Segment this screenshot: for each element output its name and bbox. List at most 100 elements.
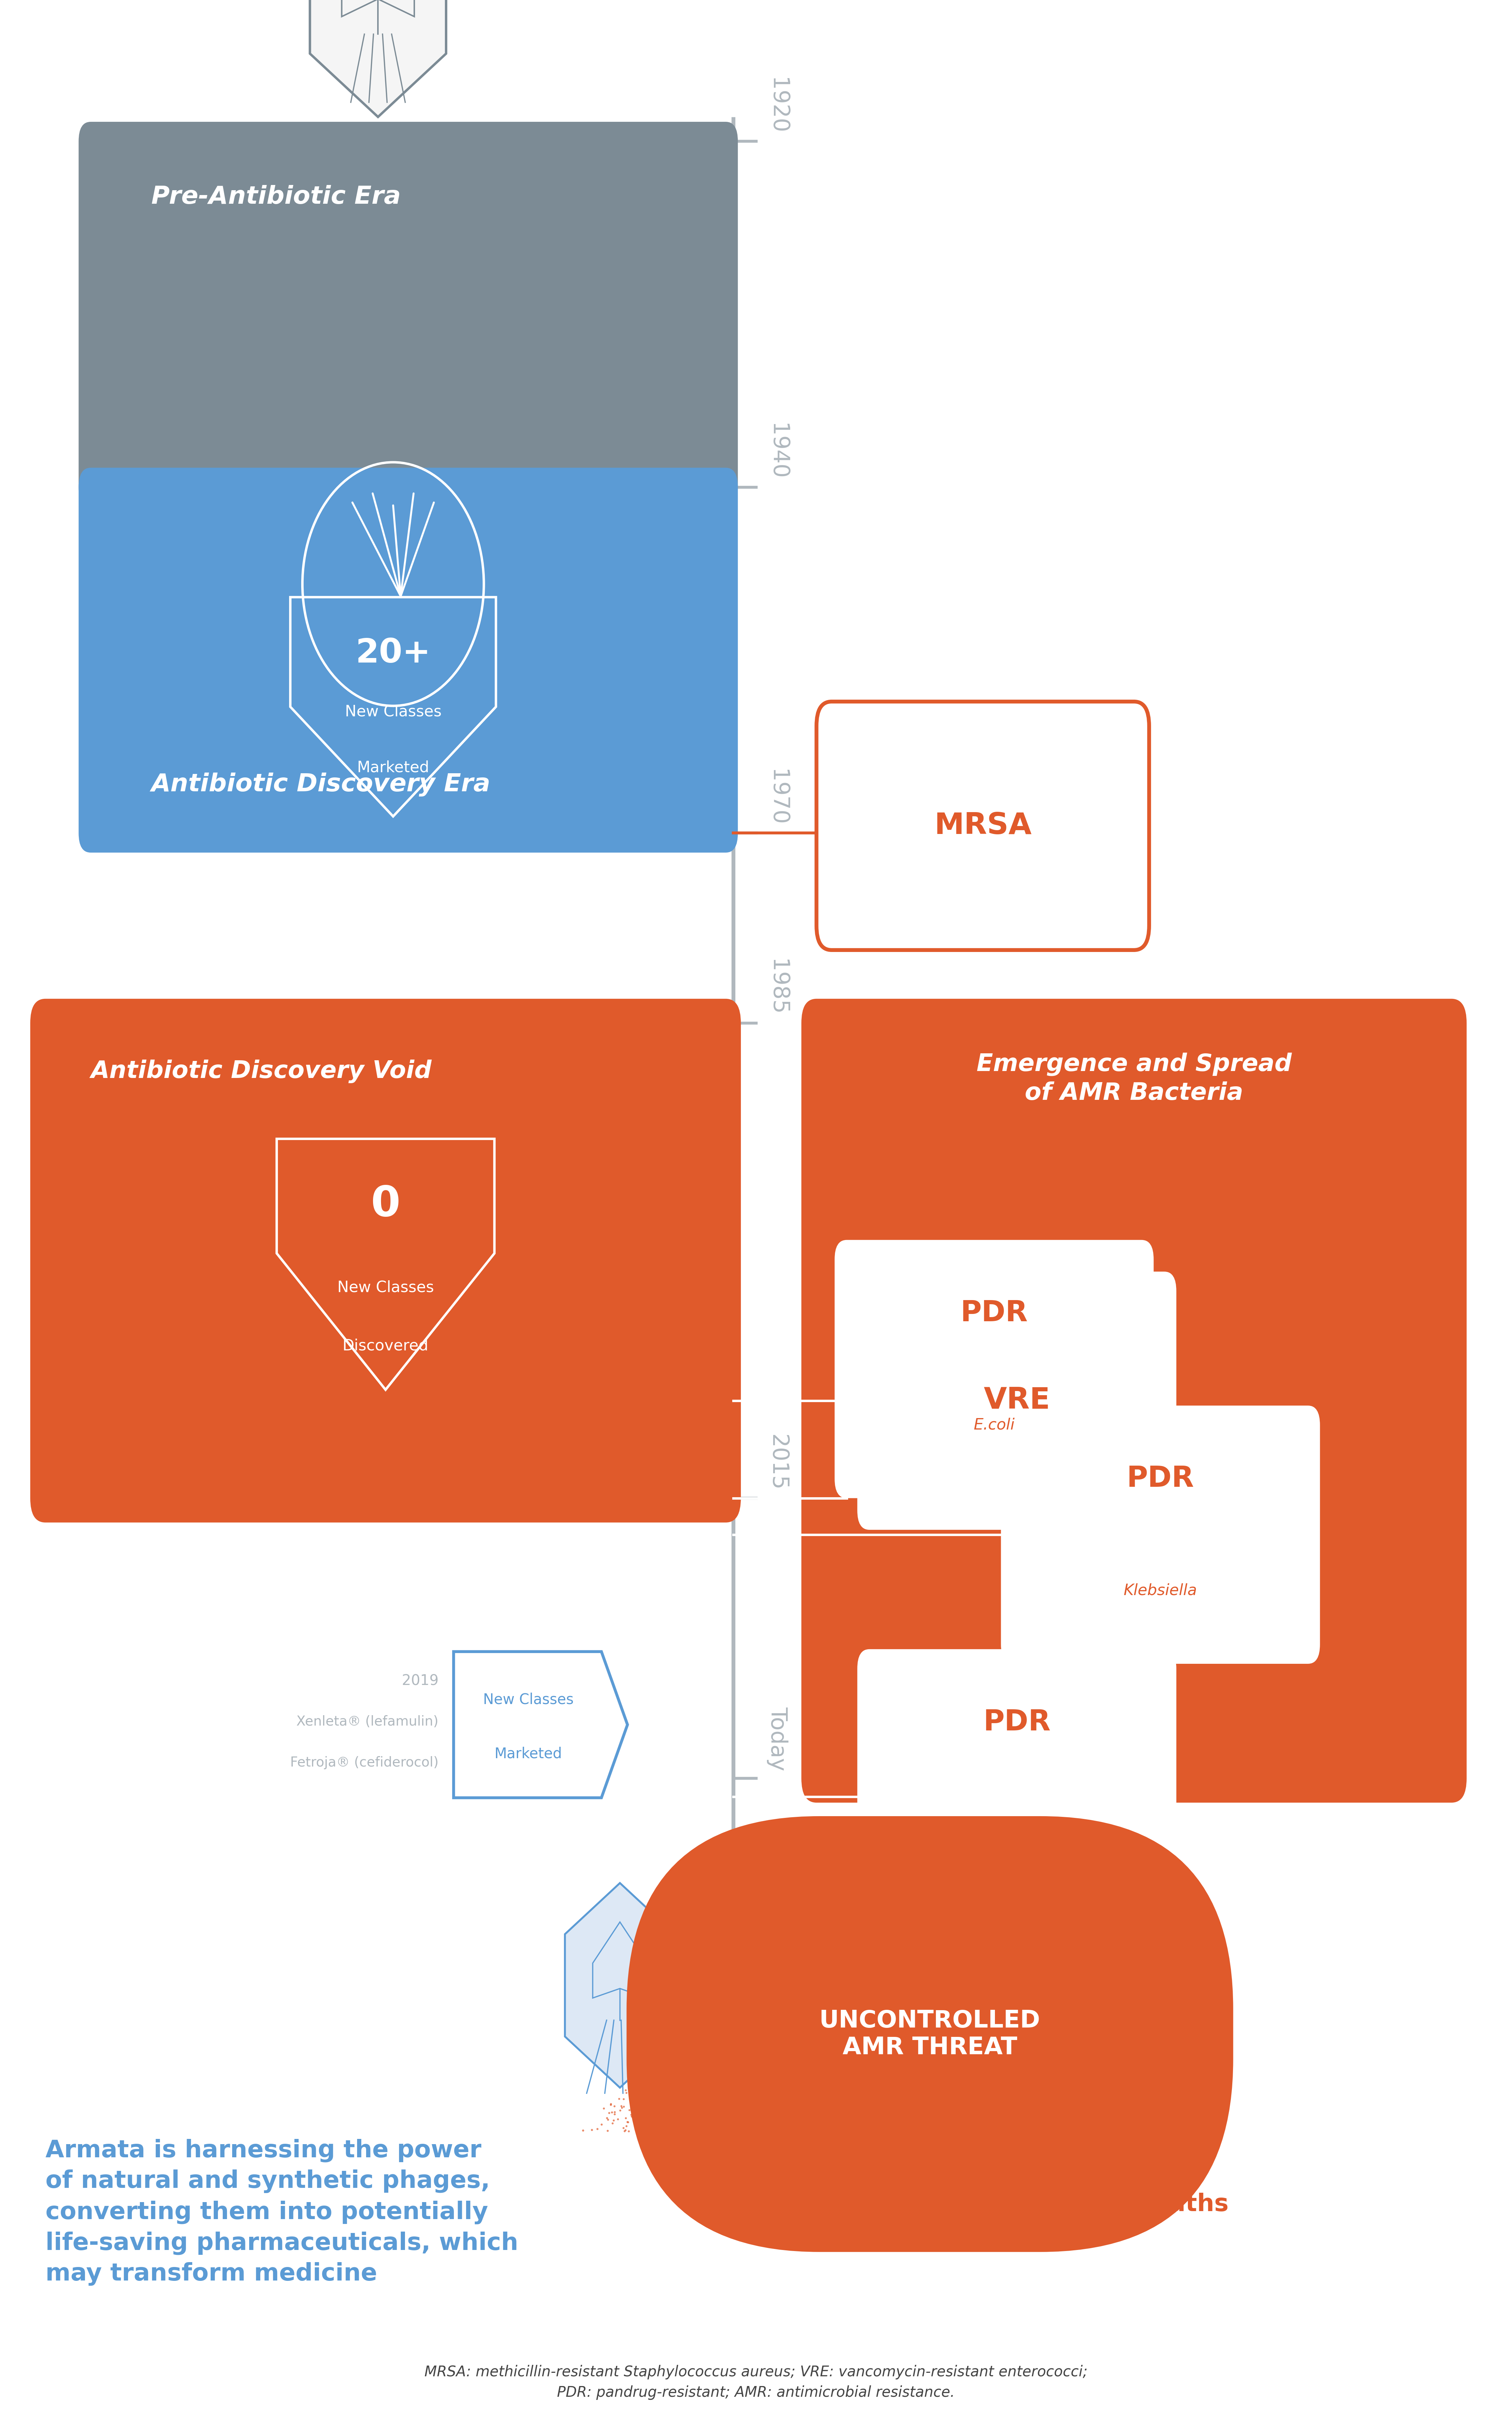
Point	[791, 1900, 815, 1939]
Point	[1074, 2027, 1098, 2066]
Point	[754, 2017, 779, 2056]
Point	[841, 1993, 865, 2032]
Point	[838, 2015, 862, 2054]
Point	[832, 2007, 856, 2046]
Point	[711, 2105, 735, 2144]
Point	[860, 2102, 885, 2141]
Point	[1021, 2110, 1045, 2149]
Point	[835, 1959, 859, 1998]
Point	[700, 1993, 724, 2032]
Point	[735, 1946, 759, 1985]
Point	[821, 1878, 845, 1917]
Point	[875, 1905, 900, 1944]
Point	[810, 1966, 835, 2005]
Point	[735, 1983, 759, 2022]
Point	[999, 2027, 1024, 2066]
Point	[816, 1932, 841, 1971]
Point	[999, 2036, 1024, 2075]
Point	[733, 2097, 758, 2136]
Point	[1004, 2054, 1028, 2093]
Point	[786, 1890, 810, 1929]
Point	[658, 2097, 682, 2136]
Point	[724, 1983, 748, 2022]
Point	[853, 1876, 877, 1915]
Point	[1043, 2017, 1067, 2056]
Point	[624, 2090, 649, 2129]
Point	[815, 1944, 839, 1983]
Point	[821, 1917, 845, 1956]
Point	[875, 1932, 900, 1971]
Point	[800, 2061, 824, 2100]
Point	[872, 1922, 897, 1961]
Point	[1051, 2107, 1075, 2146]
Point	[833, 1912, 857, 1951]
Point	[730, 2046, 754, 2085]
Point	[780, 2034, 804, 2073]
Point	[901, 2071, 925, 2110]
Point	[1099, 2044, 1123, 2083]
Point	[1057, 2027, 1081, 2066]
Point	[1061, 2100, 1086, 2139]
Point	[1043, 2090, 1067, 2129]
Point	[950, 2010, 974, 2049]
Point	[801, 1963, 826, 2002]
Point	[813, 1927, 838, 1966]
Point	[813, 2010, 838, 2049]
Point	[820, 2041, 844, 2080]
Point	[1054, 2039, 1078, 2078]
Point	[919, 2097, 943, 2136]
Point	[777, 2066, 801, 2105]
Point	[680, 2007, 705, 2046]
Point	[827, 2085, 851, 2124]
Point	[909, 2083, 933, 2122]
Point	[767, 2083, 791, 2122]
Point	[901, 1978, 925, 2017]
Point	[765, 2095, 789, 2134]
Point	[959, 2051, 983, 2090]
Point	[795, 1971, 820, 2010]
Point	[1045, 2102, 1069, 2141]
Point	[644, 2090, 668, 2129]
Point	[1030, 2107, 1054, 2146]
Point	[848, 1949, 872, 1988]
Point	[815, 2005, 839, 2044]
Point	[773, 2036, 797, 2075]
Point	[658, 2066, 682, 2105]
Point	[806, 1868, 830, 1907]
Point	[762, 1929, 786, 1968]
Point	[1022, 1990, 1046, 2029]
Point	[1072, 2112, 1096, 2151]
Point	[999, 1971, 1024, 2010]
Point	[907, 1973, 931, 2012]
Point	[901, 2112, 925, 2151]
Point	[906, 1905, 930, 1944]
Point	[1134, 2071, 1158, 2110]
Point	[742, 2088, 767, 2127]
Point	[711, 2032, 735, 2071]
Point	[815, 2088, 839, 2127]
Point	[818, 1924, 842, 1963]
Point	[747, 1998, 771, 2036]
Point	[736, 2002, 761, 2041]
Point	[679, 2010, 703, 2049]
Point	[603, 2093, 627, 2132]
FancyBboxPatch shape	[857, 1272, 1176, 1530]
Point	[758, 1941, 782, 1980]
Point	[751, 2061, 776, 2100]
Point	[747, 1927, 771, 1966]
Point	[771, 1976, 795, 2015]
Point	[708, 1998, 732, 2036]
Point	[901, 2075, 925, 2114]
Point	[789, 1922, 813, 1961]
Point	[969, 1980, 993, 2019]
Point	[641, 2100, 665, 2139]
Point	[815, 1888, 839, 1927]
Point	[951, 2044, 975, 2083]
Point	[689, 2056, 714, 2095]
Point	[810, 2017, 835, 2056]
Point	[797, 1922, 821, 1961]
Point	[682, 2012, 706, 2051]
Point	[602, 2100, 626, 2139]
Point	[889, 2032, 913, 2071]
Point	[1136, 2066, 1160, 2105]
